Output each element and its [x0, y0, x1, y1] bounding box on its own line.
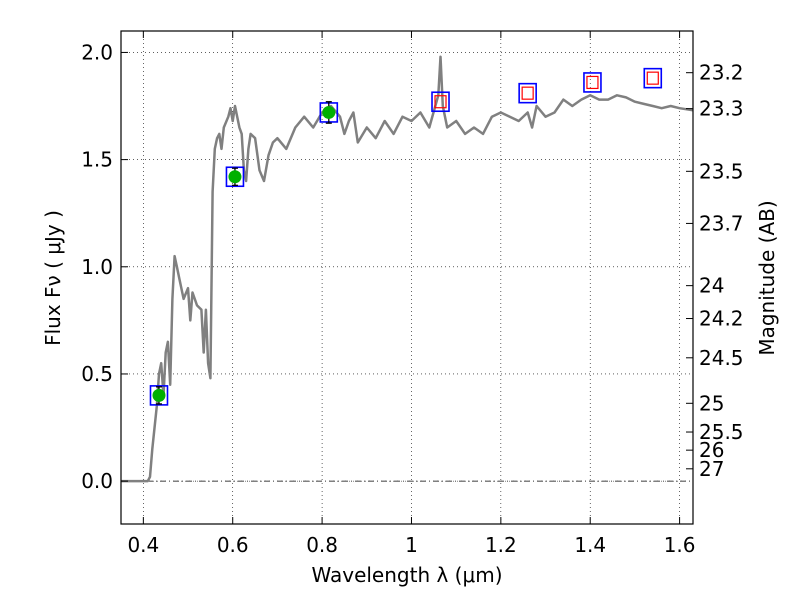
x-tick-label: 1 — [405, 533, 418, 557]
model-box — [643, 67, 663, 89]
x-axis-ticks: 0.4 0.6 0.8 1 1.2 1.4 1.6 — [127, 31, 696, 557]
magnitude-tick-label: 23.3 — [699, 97, 744, 121]
magnitude-tick-label: 26 — [699, 438, 724, 462]
x-tick-label: 0.4 — [127, 533, 159, 557]
magnitude-tick-label: 24 — [699, 274, 724, 298]
magnitude-tick-label: 25.5 — [699, 420, 744, 444]
open-square-marker — [521, 86, 534, 100]
magnitude-tick-label: 24.5 — [699, 346, 744, 370]
open-square-marker — [646, 71, 659, 85]
y-tick-label: 1.5 — [81, 148, 113, 172]
magnitude-tick-label: 25 — [699, 391, 724, 415]
magnitude-tick-label: 27 — [699, 457, 724, 481]
model-box — [431, 91, 450, 113]
photometry-point — [152, 388, 166, 402]
model-box — [225, 166, 245, 188]
y-tick-label: 0.5 — [81, 362, 113, 386]
upper-limit-group — [434, 71, 659, 109]
grid-lines — [121, 31, 693, 524]
plot-frame — [120, 30, 694, 525]
photometry-point-group — [152, 101, 336, 405]
x-tick-label: 0.8 — [306, 533, 338, 557]
model-box — [149, 385, 169, 406]
magnitude-axis-title: Magnitude (AB) — [755, 200, 779, 355]
open-square-marker — [434, 95, 447, 109]
y-tick-label: 2.0 — [81, 40, 113, 64]
x-tick-label: 0.6 — [217, 533, 249, 557]
magnitude-tick-label: 24.2 — [699, 307, 744, 331]
photometry-point — [228, 170, 242, 184]
magnitude-tick-label: 23.7 — [699, 211, 744, 235]
model-box — [583, 72, 602, 93]
y-axis-ticks: 0.0 0.5 1.0 1.5 2.0 — [81, 40, 128, 493]
x-tick-label: 1.6 — [664, 533, 696, 557]
photometry-point — [322, 105, 336, 119]
model-box — [518, 82, 537, 104]
x-tick-label: 1.4 — [574, 533, 606, 557]
y-tick-label: 1.0 — [81, 255, 113, 279]
x-tick-label: 1.2 — [485, 533, 517, 557]
magnitude-tick-label: 23.2 — [699, 61, 744, 85]
x-axis-title: Wavelength λ (μm) — [311, 563, 502, 587]
open-square-marker — [586, 75, 599, 90]
y-axis-title: Flux Fν ( μJy ) — [41, 210, 65, 346]
y-tick-label: 0.0 — [81, 469, 113, 493]
sed-curve-group — [121, 55, 694, 483]
magnitude-tick-label: 23.5 — [699, 159, 744, 183]
sed-curve — [121, 55, 694, 483]
